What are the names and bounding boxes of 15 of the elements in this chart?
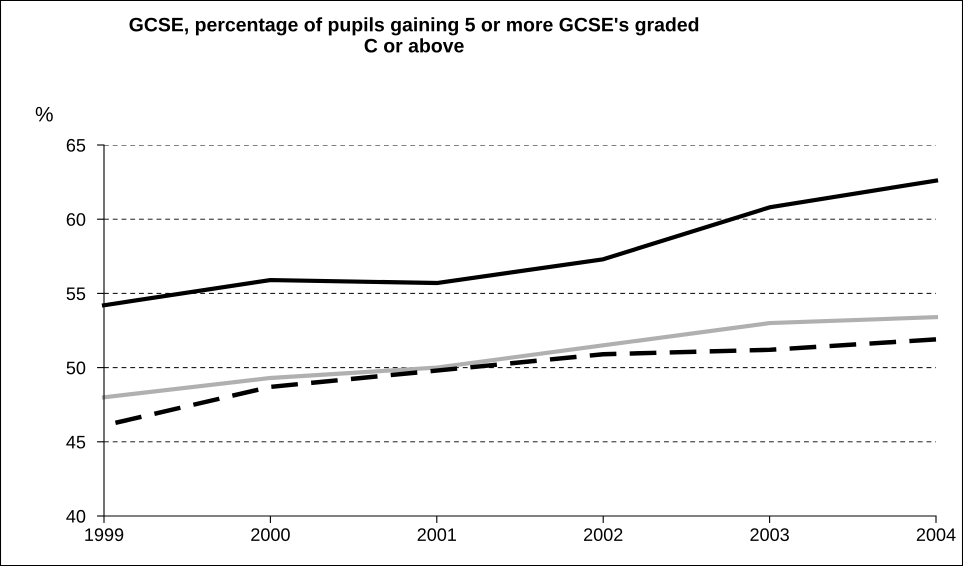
line-series xyxy=(102,315,938,400)
x-tick-label: 2004 xyxy=(916,528,956,542)
chart-title: GCSE, percentage of pupils gaining 5 or more GCSE's graded C or above xyxy=(130,17,698,53)
x-tick-label: 2002 xyxy=(584,528,622,542)
x-tick-label: 1999 xyxy=(85,528,124,542)
x-tick-label: 2000 xyxy=(251,528,290,542)
x-tick-label: 2003 xyxy=(750,528,789,542)
y-tick-label: 55 xyxy=(66,288,86,300)
y-tick-label: 65 xyxy=(66,138,86,152)
y-tick-label: 45 xyxy=(66,436,86,449)
y-tick-label: 50 xyxy=(66,362,86,374)
y-tick-label: 60 xyxy=(66,213,86,226)
x-tick-label: 2001 xyxy=(418,528,456,542)
y-tick-label: 40 xyxy=(66,510,86,523)
y-axis-title: % xyxy=(36,106,53,122)
